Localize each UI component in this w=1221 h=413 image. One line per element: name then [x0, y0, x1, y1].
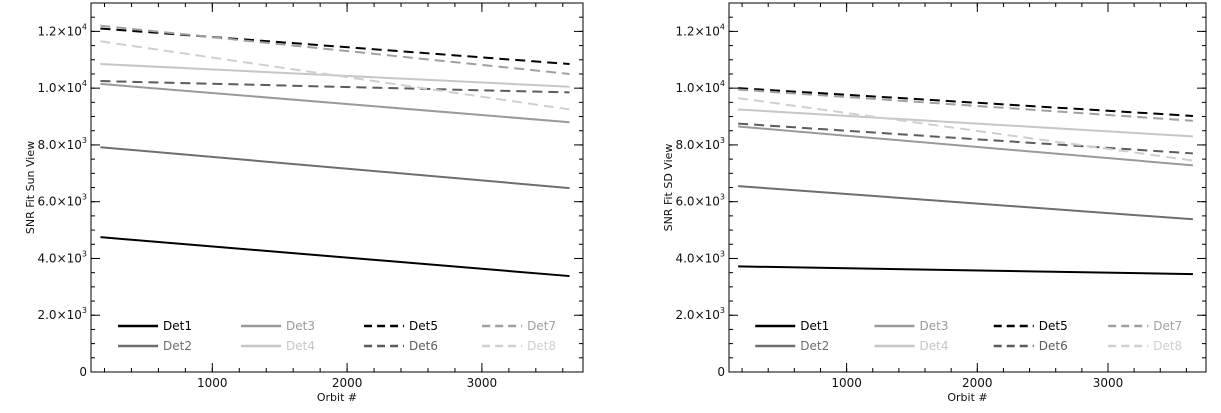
- legend-label-det1: Det1: [800, 319, 829, 333]
- y-tick-label: 8.0×103: [675, 136, 725, 152]
- series-line-det4: [100, 63, 570, 88]
- y-tick-label: 6.0×103: [675, 193, 725, 209]
- plot-frame: [90, 2, 584, 373]
- series-line-det1: [100, 236, 570, 278]
- series-line-det4: [738, 108, 1193, 138]
- x-tick-label: 1000: [197, 376, 228, 390]
- legend-label-det4: Det4: [919, 339, 948, 353]
- legend-label-det5: Det5: [409, 319, 438, 333]
- y-tick-label: 6.0×103: [37, 193, 87, 209]
- legend-label-det7: Det7: [1153, 319, 1182, 333]
- legend-label-det8: Det8: [527, 339, 556, 353]
- legend-label-det3: Det3: [919, 319, 948, 333]
- series-line-det2: [738, 185, 1194, 221]
- x-tick-label: 3000: [467, 376, 498, 390]
- legend-label-det6: Det6: [409, 339, 438, 353]
- series-line-det5: [100, 27, 570, 66]
- series-line-det3: [738, 125, 1194, 167]
- chart-panel-1: 0 2.0×103 4.0×103 6.0×103 8.0×103 1.0×104 1.2×…: [24, 2, 584, 404]
- y-tick-label: 1.0×104: [675, 79, 725, 95]
- y-tick-label: 4.0×103: [37, 249, 87, 265]
- legend-label-det2: Det2: [163, 339, 192, 353]
- y-axis-title: SNR Fit Sun View: [24, 141, 37, 234]
- y-axis-title: SNR Fit SD View: [662, 144, 675, 232]
- series-line-det5: [738, 87, 1193, 117]
- y-tick-label: 1.0×104: [37, 79, 87, 95]
- series-line-det7: [100, 24, 570, 75]
- legend-label-det2: Det2: [800, 339, 829, 353]
- series-line-det6: [100, 80, 570, 94]
- y-tick-label: 1.2×104: [37, 22, 87, 38]
- series-line-det8: [738, 97, 1194, 162]
- legend-label-det1: Det1: [163, 319, 192, 333]
- legend-label-det7: Det7: [527, 319, 556, 333]
- y-tick-label: 2.0×103: [675, 306, 725, 322]
- series-line-det1: [738, 265, 1193, 276]
- legend-label-det5: Det5: [1039, 319, 1068, 333]
- x-tick-label: 2000: [962, 376, 993, 390]
- series-line-det7: [738, 88, 1194, 122]
- legend-label-det4: Det4: [286, 339, 315, 353]
- y-tick-label: 1.2×104: [675, 22, 725, 38]
- series-line-det2: [100, 146, 570, 190]
- plot-frame: [728, 2, 1207, 373]
- y-tick-label: 0: [717, 365, 725, 379]
- x-axis-title: Orbit #: [317, 391, 357, 404]
- y-tick-label: 8.0×103: [37, 136, 87, 152]
- series-line-det3: [100, 82, 570, 124]
- y-tick-label: 4.0×103: [675, 249, 725, 265]
- x-axis-title: Orbit #: [947, 391, 987, 404]
- legend-label-det6: Det6: [1039, 339, 1068, 353]
- legend-label-det3: Det3: [286, 319, 315, 333]
- x-tick-label: 3000: [1093, 376, 1124, 390]
- legend-label-det8: Det8: [1153, 339, 1182, 353]
- y-tick-label: 0: [79, 365, 87, 379]
- series-line-det6: [738, 122, 1193, 155]
- chart-panel-2: 0 2.0×103 4.0×103 6.0×103 8.0×103 1.0×104 1.2×…: [662, 2, 1207, 404]
- x-tick-label: 2000: [332, 376, 363, 390]
- y-tick-label: 2.0×103: [37, 306, 87, 322]
- x-tick-label: 1000: [831, 376, 862, 390]
